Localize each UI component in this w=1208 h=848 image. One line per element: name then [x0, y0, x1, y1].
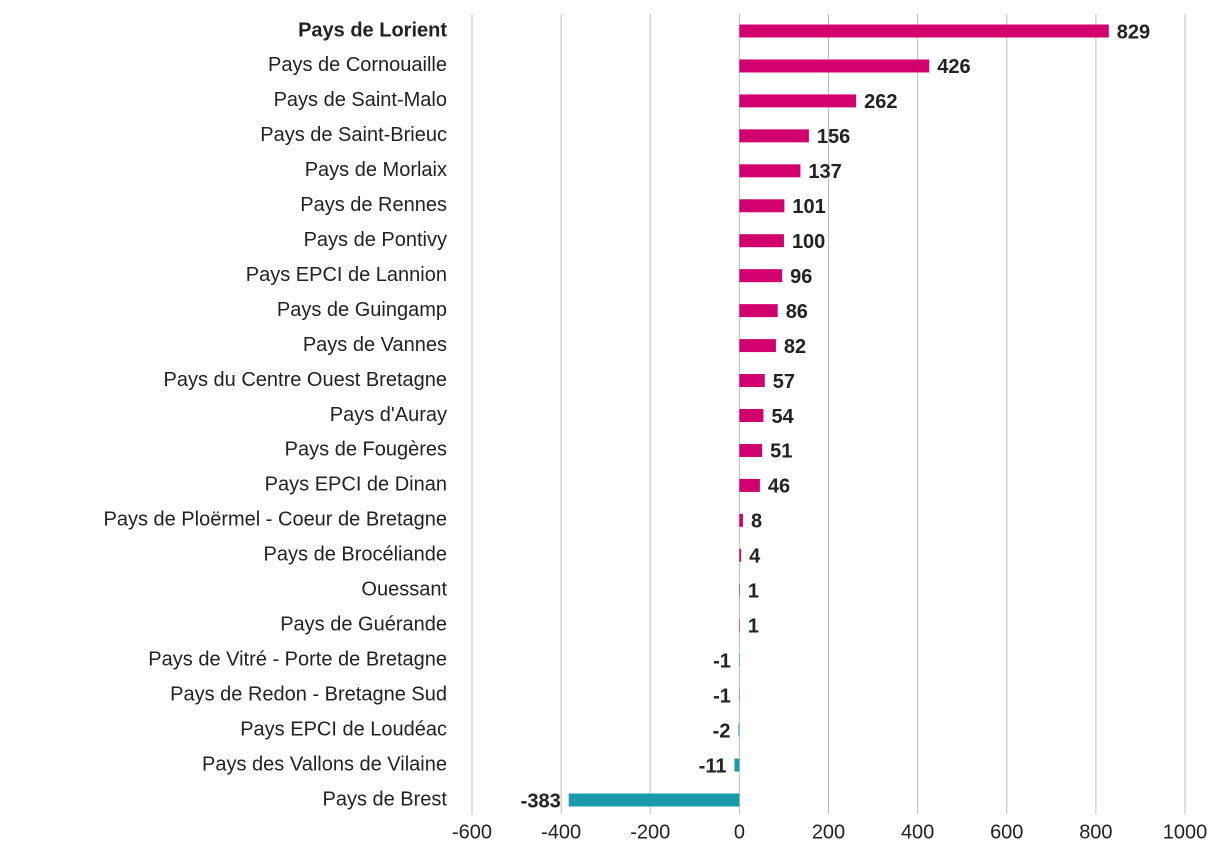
value-label: -1 [713, 685, 731, 707]
x-tick-label: 1000 [1163, 821, 1208, 843]
category-label: Pays EPCI de Dinan [265, 474, 447, 496]
value-label: 1 [748, 616, 759, 638]
category-label: Ouessant [361, 579, 447, 601]
value-label: 54 [771, 406, 794, 428]
bar [739, 513, 743, 527]
bar [734, 758, 740, 772]
category-label: Pays de Ploërmel - Coeur de Bretagne [103, 509, 447, 531]
value-label: 829 [1117, 21, 1150, 43]
bar [739, 374, 765, 388]
x-tick-label: -600 [452, 821, 492, 843]
value-label: 57 [773, 371, 795, 393]
bar [738, 653, 740, 667]
bar [739, 409, 764, 422]
value-label: 82 [784, 336, 806, 358]
bar [568, 793, 740, 807]
x-tick-label: 800 [1079, 821, 1112, 843]
value-label: 137 [808, 161, 841, 183]
category-label: Pays EPCI de Lannion [246, 264, 447, 286]
category-label: Pays de Saint-Brieuc [260, 124, 447, 146]
bar [739, 129, 809, 143]
bar [739, 478, 760, 492]
category-label: Pays du Centre Ouest Bretagne [164, 369, 448, 391]
value-label: 426 [937, 56, 970, 78]
value-label: 100 [792, 231, 825, 253]
category-label: Pays de Fougères [285, 439, 447, 461]
x-tick-label: 600 [990, 821, 1023, 843]
value-label: 1 [748, 581, 759, 603]
value-label: 101 [792, 196, 825, 218]
bar [739, 199, 785, 213]
value-label: 86 [786, 301, 808, 323]
bar [739, 94, 857, 108]
bar [739, 618, 740, 632]
bar [739, 583, 740, 597]
x-tick-label: 0 [734, 821, 745, 843]
value-label: 8 [751, 511, 762, 533]
value-label: -2 [713, 720, 731, 742]
category-label: Pays de Brest [322, 788, 447, 810]
bar [738, 723, 740, 737]
category-label: Pays de Lorient [298, 19, 447, 41]
bar [739, 304, 778, 318]
x-tick-label: -200 [630, 821, 670, 843]
bar [739, 443, 763, 457]
category-label: Pays de Cornouaille [268, 54, 447, 76]
category-label: Pays de Guingamp [277, 299, 447, 321]
value-label: 156 [817, 126, 850, 148]
bar [739, 59, 930, 73]
value-label: -11 [699, 755, 727, 777]
value-label: 4 [749, 546, 761, 568]
category-label: Pays d'Auray [330, 404, 447, 426]
category-label: Pays de Pontivy [304, 229, 447, 251]
value-label: 262 [864, 91, 897, 113]
value-label: 51 [770, 441, 792, 463]
value-label: 46 [768, 476, 790, 498]
category-label: Pays des Vallons de Vilaine [202, 753, 447, 775]
bar [739, 548, 742, 562]
category-label: Pays EPCI de Loudéac [240, 718, 447, 740]
x-tick-label: -400 [541, 821, 581, 843]
category-label: Pays de Guérande [280, 614, 447, 636]
category-label: Pays de Saint-Malo [274, 89, 447, 111]
value-label: 96 [790, 266, 812, 288]
bar [739, 234, 784, 248]
category-label: Pays de Redon - Bretagne Sud [170, 683, 447, 705]
x-tick-label: 200 [812, 821, 845, 843]
bar [739, 339, 776, 353]
category-label: Pays de Vannes [303, 334, 447, 356]
value-label: -1 [713, 650, 731, 672]
value-label: -383 [521, 790, 561, 812]
bar [739, 24, 1109, 38]
category-label: Pays de Brocéliande [264, 544, 447, 566]
category-label: Pays de Morlaix [305, 159, 447, 181]
x-tick-label: 400 [901, 821, 934, 843]
category-label: Pays de Rennes [300, 194, 447, 216]
bar [739, 164, 801, 178]
bar [738, 688, 740, 702]
bar [739, 269, 783, 283]
category-label: Pays de Vitré - Porte de Bretagne [148, 648, 447, 670]
